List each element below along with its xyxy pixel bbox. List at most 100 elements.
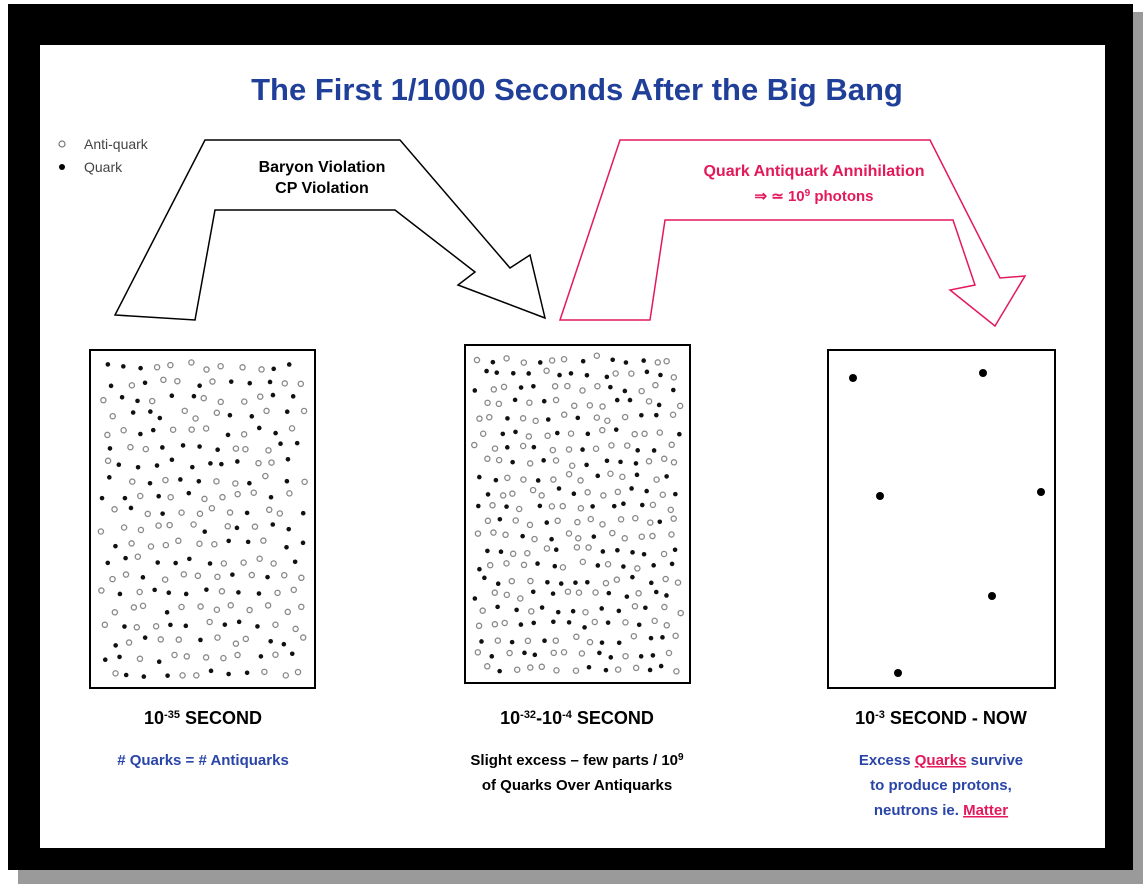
antiquark: [577, 505, 585, 512]
quark: [256, 425, 262, 431]
text-part: SECOND: [180, 708, 262, 728]
quark: [300, 510, 306, 516]
antiquark: [214, 634, 221, 641]
antiquark: [519, 415, 527, 422]
antiquark: [645, 458, 653, 465]
quark: [292, 559, 298, 565]
text-part: 10: [855, 708, 875, 728]
quark: [571, 491, 577, 496]
quark: [557, 372, 562, 378]
antiquark: [565, 470, 573, 478]
antiquark: [543, 545, 551, 552]
antiquark: [218, 588, 226, 595]
antiquark: [489, 502, 496, 509]
antiquark: [290, 586, 298, 594]
antiquark: [100, 396, 107, 404]
quark: [102, 657, 108, 663]
antiquark: [609, 529, 616, 537]
antiquark: [211, 541, 218, 548]
antiquark: [567, 430, 575, 437]
antiquark: [552, 457, 560, 464]
antiquark: [484, 663, 491, 670]
quark: [140, 575, 146, 580]
quark: [634, 472, 640, 478]
quark: [570, 608, 576, 614]
quark: [518, 622, 524, 627]
antiquark: [153, 363, 161, 371]
quark: [658, 372, 663, 378]
antiquark: [206, 618, 213, 626]
quark: [1037, 488, 1045, 496]
antiquark: [129, 478, 136, 485]
antiquark: [272, 651, 279, 658]
antiquark: [495, 456, 503, 464]
quark: [573, 580, 578, 585]
antiquark: [622, 619, 629, 626]
quark: [651, 563, 656, 568]
antiquark: [621, 413, 629, 421]
antiquark: [147, 543, 155, 550]
quark: [504, 504, 509, 509]
quark: [605, 620, 611, 625]
quark: [664, 593, 669, 598]
antiquark: [175, 636, 183, 643]
quark: [495, 604, 500, 610]
antiquark: [104, 457, 112, 465]
antiquark: [645, 398, 653, 405]
quark: [107, 475, 112, 480]
antiquark: [543, 367, 550, 375]
quark: [641, 551, 647, 557]
quark: [545, 580, 550, 585]
quark: [258, 654, 264, 659]
quark: [190, 464, 195, 470]
antiquark: [604, 561, 612, 568]
quark: [236, 590, 241, 595]
quark: [591, 534, 597, 539]
antiquark: [602, 579, 610, 587]
quark: [556, 486, 562, 491]
quark: [644, 369, 650, 375]
antiquark: [502, 531, 509, 539]
quark: [289, 651, 295, 657]
antiquark: [531, 535, 538, 543]
quark: [226, 671, 231, 677]
quark: [553, 547, 559, 553]
antiquark: [594, 382, 601, 390]
antiquark: [608, 442, 615, 449]
quark: [265, 574, 270, 580]
quark: [522, 650, 527, 656]
text-part: SECOND - NOW: [885, 708, 1027, 728]
text-part: photons: [810, 188, 873, 205]
antiquark: [622, 652, 629, 660]
quark: [244, 670, 250, 676]
quark: [497, 668, 502, 674]
antiquark: [242, 445, 249, 453]
quark: [544, 520, 550, 525]
antiquark: [160, 376, 167, 384]
quark: [526, 371, 531, 376]
antiquark: [240, 559, 247, 566]
antiquark: [479, 430, 487, 438]
quark: [586, 664, 592, 670]
quark: [639, 412, 644, 418]
antiquark: [526, 399, 533, 406]
quark: [152, 587, 157, 593]
quark: [187, 556, 192, 562]
antiquark: [494, 637, 502, 644]
antiquark: [300, 407, 308, 415]
antiquark: [599, 521, 606, 528]
quark: [495, 581, 501, 587]
quark: [122, 495, 128, 501]
quark: [541, 398, 547, 404]
antiquark: [171, 651, 178, 659]
antiquark: [619, 473, 626, 481]
quark: [599, 606, 604, 611]
quark: [105, 362, 111, 367]
antiquark: [649, 532, 656, 540]
antiquark: [181, 407, 189, 415]
antiquark: [663, 622, 671, 629]
antiquark: [593, 352, 601, 359]
quark: [135, 398, 140, 404]
antiquark: [196, 540, 203, 547]
